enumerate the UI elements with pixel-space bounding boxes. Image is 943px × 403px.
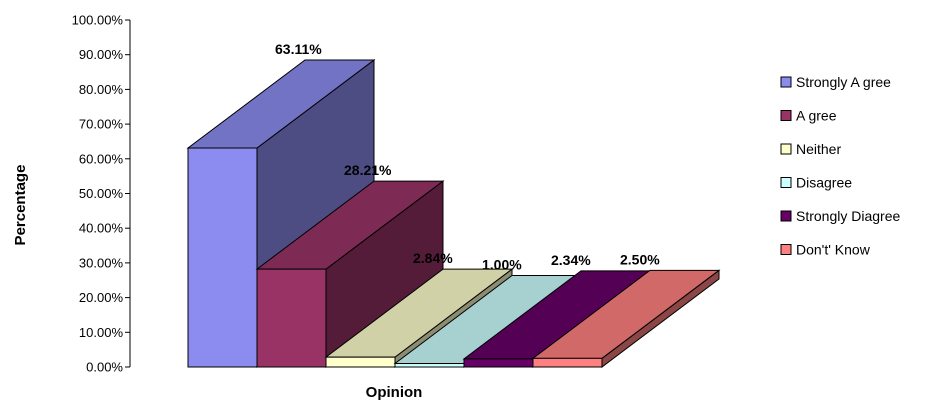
legend-swatch (780, 110, 792, 121)
bar-front-face (325, 356, 396, 368)
x-axis-title: Opinion (366, 384, 423, 401)
bar-front-face (187, 147, 258, 368)
legend-swatch (780, 76, 792, 88)
legend-swatch (780, 210, 792, 222)
data-labels: 63.11% 28.21% 2.84% 1.00% 2.34% 2.50% (275, 41, 660, 273)
legend-swatch (780, 143, 792, 155)
y-tick-label: 60.00% (79, 151, 124, 166)
bar-front-face (532, 357, 603, 368)
legend-item: Strongly Diagree (780, 208, 900, 224)
bar-value-label: 2.50% (620, 251, 660, 267)
legend-item: Strongly A gree (780, 74, 891, 90)
bar-front-face (256, 268, 327, 368)
legend-item: A gree (780, 108, 837, 124)
y-tick-label: 20.00% (79, 290, 124, 305)
legend-label: A gree (796, 108, 837, 124)
bar-front-face (463, 358, 534, 368)
bar-value-label: 28.21% (344, 162, 392, 178)
bar-value-label: 2.84% (413, 250, 453, 266)
bar-front-face (394, 363, 465, 368)
y-tick-label: 100.00% (72, 13, 124, 28)
legend-item: Disagree (780, 175, 852, 191)
legend-swatch (780, 177, 792, 188)
legend-label: Disagree (796, 175, 852, 191)
bar-value-label: 63.11% (275, 41, 322, 57)
bar (255, 180, 445, 369)
y-axis-title: Percentage (12, 165, 29, 246)
bar-value-label: 1.00% (482, 257, 522, 273)
legend-label: Don't' Know (796, 242, 871, 258)
y-tick-label: 50.00% (79, 186, 124, 201)
legend-label: Strongly Diagree (796, 208, 900, 224)
y-axis: 0.00% 10.00% 20.00% 30.00% 40.00% 50.00% 60.00… (72, 13, 131, 375)
legend-item: Neither (780, 141, 841, 157)
y-tick-label: 70.00% (79, 117, 124, 132)
y-tick-label: 0.00% (86, 360, 123, 375)
bars (186, 59, 721, 369)
legend-label: Neither (796, 141, 841, 157)
legend-label: Strongly A gree (796, 74, 891, 90)
y-tick-label: 90.00% (79, 47, 124, 62)
legend-item: Don't' Know (780, 242, 871, 258)
y-tick-label: 40.00% (79, 221, 124, 236)
legend: Strongly A gree A gree Neither Disagree Stro… (780, 74, 900, 258)
y-tick-label: 80.00% (79, 82, 124, 97)
y-tick-label: 30.00% (79, 255, 124, 270)
y-tick-label: 10.00% (79, 325, 124, 340)
bar-value-label: 2.34% (551, 252, 591, 268)
bar (531, 269, 721, 369)
legend-swatch (780, 244, 792, 255)
